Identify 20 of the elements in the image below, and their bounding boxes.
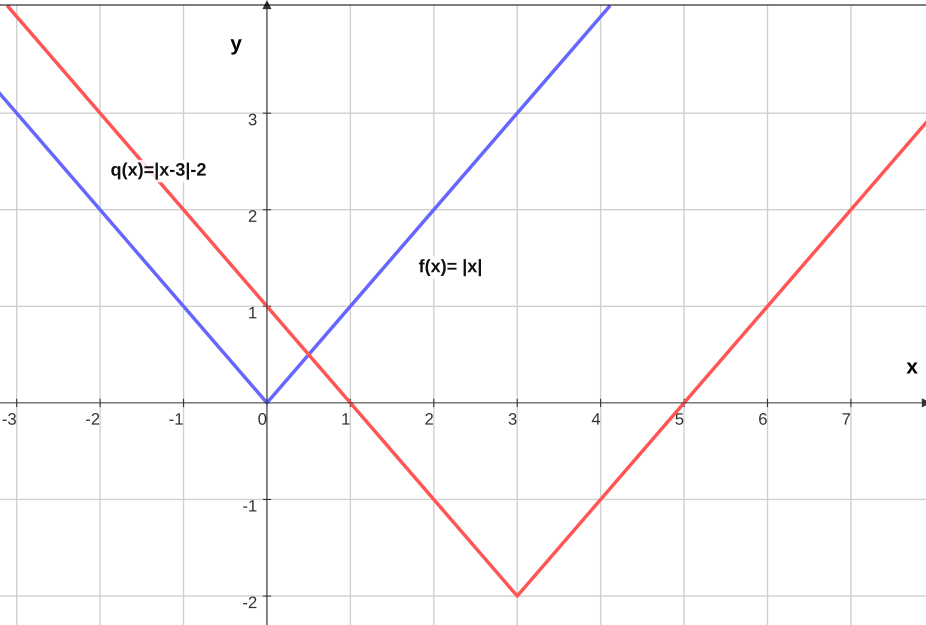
x-tick-label: 6 bbox=[759, 413, 767, 425]
y-axis-title: y bbox=[230, 39, 242, 55]
series-label: q(x)=|x-3|-2 bbox=[111, 162, 206, 180]
x-tick-label: 1 bbox=[342, 413, 350, 425]
x-tick-label: 7 bbox=[842, 413, 850, 425]
x-tick-label: 0 bbox=[258, 413, 266, 425]
y-tick-label: 1 bbox=[249, 306, 256, 318]
y-tick-label: -1 bbox=[243, 500, 256, 512]
y-tick-label: 3 bbox=[248, 114, 256, 126]
x-axis-title: x bbox=[906, 362, 918, 374]
x-tick-label: -1 bbox=[169, 413, 183, 425]
x-tick-label: 5 bbox=[675, 413, 684, 425]
x-tick-label: 2 bbox=[425, 413, 433, 425]
x-tick-label: -2 bbox=[86, 413, 100, 425]
x-tick-label: -3 bbox=[2, 413, 16, 425]
x-tick-label: 4 bbox=[592, 413, 600, 425]
y-tick-label: -2 bbox=[243, 596, 256, 608]
y-tick-label: 2 bbox=[248, 210, 256, 222]
x-tick-label: 3 bbox=[508, 413, 516, 425]
series-label: f(x)= |x| bbox=[418, 259, 482, 276]
